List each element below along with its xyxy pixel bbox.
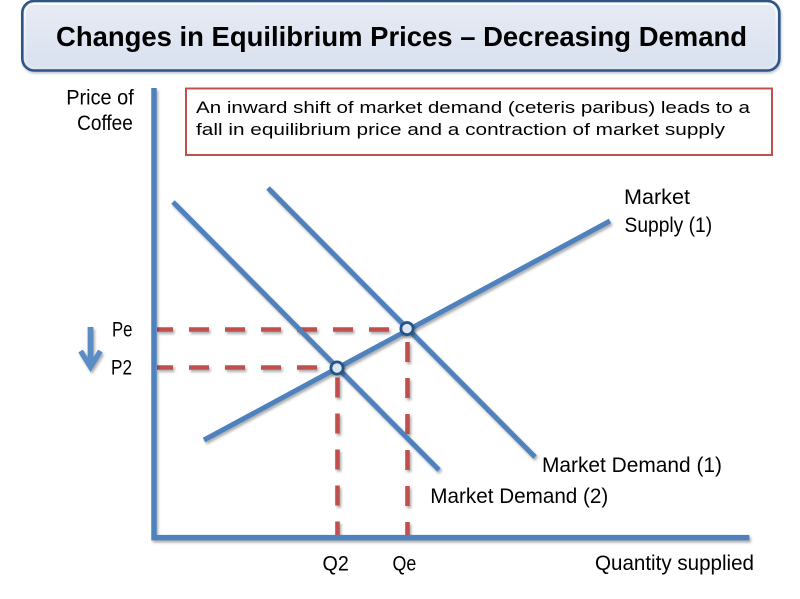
svg-text:Supply (1): Supply (1) (625, 214, 713, 237)
svg-text:Market Demand (1): Market Demand (1) (542, 454, 722, 477)
svg-text:fall in equilibrium price and: fall in equilibrium price and a contract… (196, 120, 726, 139)
svg-text:Market: Market (624, 186, 690, 209)
svg-text:Qe: Qe (393, 553, 417, 576)
svg-text:Coffee: Coffee (77, 112, 133, 135)
svg-text:Market Demand (2): Market Demand (2) (430, 485, 608, 508)
svg-text:Q2: Q2 (323, 553, 349, 576)
svg-text:P2: P2 (111, 357, 132, 380)
svg-text:Price of: Price of (66, 86, 134, 109)
svg-text:Changes in Equilibrium Prices: Changes in Equilibrium Prices – Decreasi… (56, 21, 747, 52)
svg-text:Quantity supplied: Quantity supplied (595, 552, 754, 575)
svg-text:An inward shift of market dema: An inward shift of market demand (ceteri… (196, 98, 751, 117)
svg-text:Pe: Pe (112, 318, 133, 341)
